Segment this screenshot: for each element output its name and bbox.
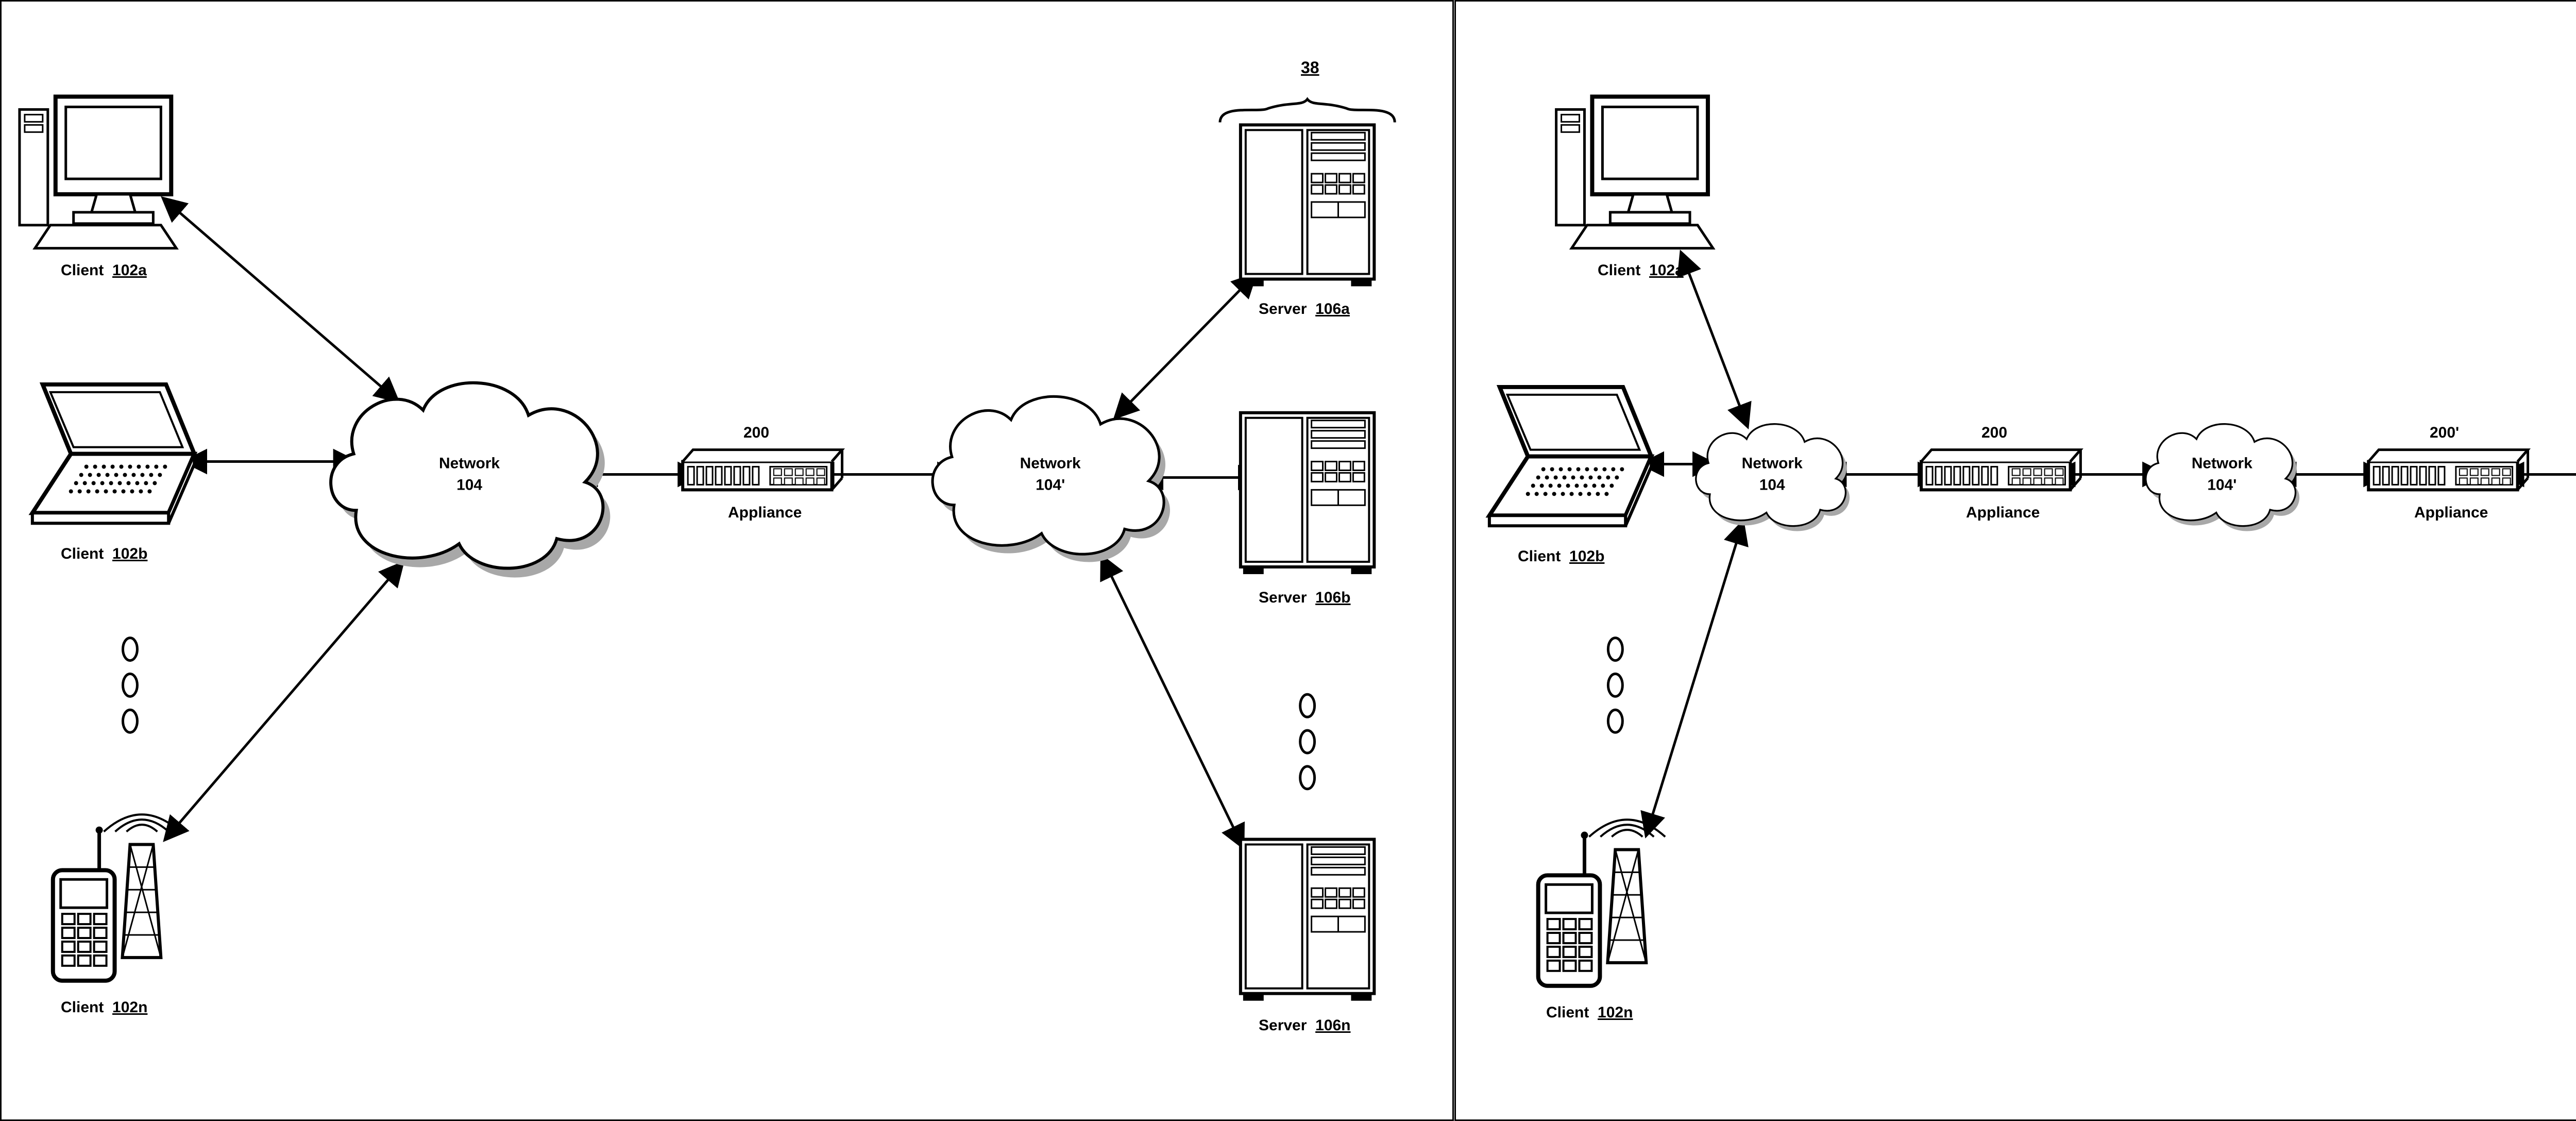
- laptop-icon: [1489, 387, 1651, 526]
- mobile-icon: [1538, 819, 1665, 985]
- network-cloud-group: Network 104': [2146, 424, 2299, 531]
- server-icon: [1241, 840, 1374, 1001]
- appliance-group: [1921, 450, 2080, 490]
- connector-arrow: [176, 210, 384, 390]
- network-cloud-group: Network 104: [331, 383, 610, 578]
- network-cloud: Network 104': [933, 396, 1170, 562]
- svg-text:104': 104': [2207, 476, 2236, 493]
- svg-text:104: 104: [456, 476, 482, 493]
- client-group: [1538, 819, 1665, 985]
- ellipsis-icon: [1608, 638, 1622, 732]
- mobile-icon: [53, 814, 180, 980]
- server-group: [1241, 413, 1374, 574]
- laptop-icon: [32, 384, 194, 523]
- client-group: [32, 384, 194, 523]
- client-group: [53, 814, 180, 980]
- ellipsis-icon: [123, 638, 137, 732]
- client-group: [20, 96, 176, 248]
- svg-text:Network: Network: [2192, 455, 2252, 472]
- network-cloud-group: Network 104: [1696, 424, 1850, 531]
- network-cloud: Network 104: [1696, 424, 1850, 531]
- appliance-group: [683, 450, 842, 490]
- svg-text:104': 104': [1036, 476, 1065, 493]
- panel-right: 200Appliance200'ApplianceClient 102aClie…: [1454, 0, 2576, 1121]
- client-group: [1489, 387, 1651, 526]
- desktop-icon: [1556, 96, 1713, 248]
- connector-arrow: [1651, 539, 1738, 818]
- appliance-icon: [683, 450, 842, 490]
- canvas: 200ApplianceClient 102aClient 102bClient…: [0, 0, 2576, 1121]
- arrows-layer: [1651, 269, 2576, 832]
- appliance-icon: [1921, 450, 2080, 490]
- network-cloud: Network 104: [331, 383, 610, 578]
- appliance-group: [2368, 450, 2528, 490]
- server-group: [1241, 840, 1374, 1001]
- connector-arrow: [1687, 269, 1741, 410]
- panel-left: 200ApplianceClient 102aClient 102bClient…: [0, 0, 1454, 1121]
- curly-brace: [1220, 99, 1395, 122]
- connector-arrow: [176, 576, 391, 827]
- server-icon: [1241, 125, 1374, 286]
- connector-arrow: [1109, 572, 1235, 832]
- network-cloud: Network 104': [2146, 424, 2299, 531]
- client-group: [1556, 96, 1713, 248]
- svg-text:Network: Network: [1020, 455, 1081, 472]
- network-cloud-group: Network 104': [933, 396, 1170, 562]
- svg-text:Network: Network: [1742, 455, 1803, 472]
- ellipsis-icon: [1300, 694, 1315, 789]
- desktop-icon: [20, 96, 176, 248]
- connector-arrow: [1127, 287, 1243, 405]
- svg-text:Network: Network: [439, 455, 500, 472]
- svg-text:104: 104: [1759, 476, 1785, 493]
- appliance-icon: [2368, 450, 2528, 490]
- server-group: [1241, 125, 1374, 286]
- server-icon: [1241, 413, 1374, 574]
